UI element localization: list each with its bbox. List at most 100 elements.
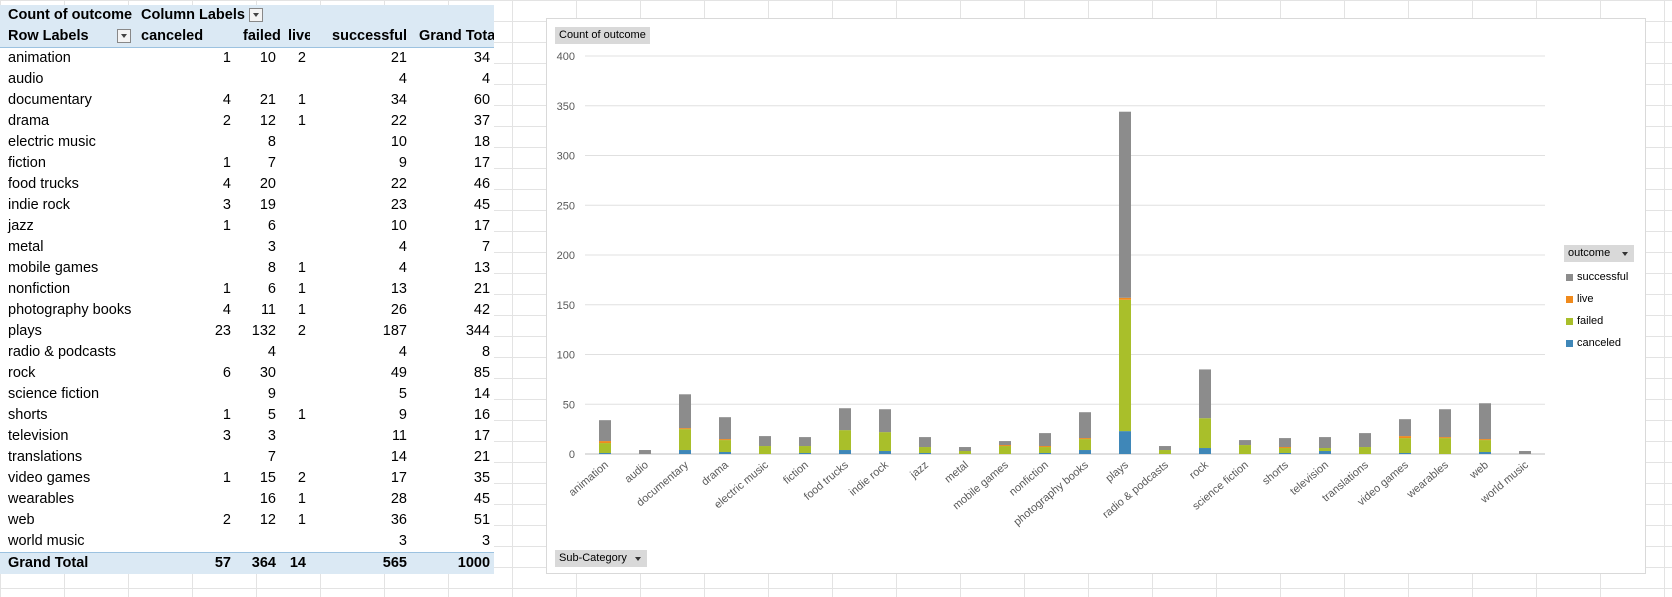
cell-canceled — [133, 447, 235, 468]
cell-grand-total: 16 — [473, 407, 491, 423]
cell-live: 1 — [297, 260, 306, 276]
pivot-row: photography books 4 11 1 26 42 — [0, 300, 494, 321]
legend-item-failed[interactable]: failed — [1564, 314, 1634, 336]
bar-segment — [639, 450, 651, 454]
legend-swatch-successful — [1566, 273, 1573, 281]
bar-segment — [1079, 438, 1091, 440]
cell-successful: 9 — [398, 407, 407, 423]
row-labels-filter[interactable]: Row Labels — [0, 26, 133, 48]
cell-live: 1 — [297, 512, 306, 528]
legend-dropdown-icon[interactable] — [1622, 252, 1628, 256]
cell-successful: 4 — [398, 239, 407, 255]
bar-segment — [1439, 409, 1451, 438]
bar-segment — [1359, 447, 1371, 454]
bar-segment — [1199, 418, 1211, 449]
cell-successful: 3 — [398, 533, 407, 549]
bar-segment — [1239, 445, 1251, 454]
total-failed: 364 — [235, 552, 280, 574]
legend-swatch-failed — [1566, 317, 1573, 325]
cell-grand-total: 344 — [465, 323, 491, 339]
bar-segment — [1079, 439, 1091, 451]
bar-segment — [879, 432, 891, 452]
cell-successful: 49 — [390, 365, 407, 381]
bar-segment — [919, 453, 931, 454]
pivot-corner-label: Count of outcome — [0, 5, 133, 26]
cell-grand-total: 3 — [481, 533, 491, 549]
y-tick-label: 350 — [557, 101, 575, 113]
col-header-successful: successful — [310, 26, 411, 48]
bar-segment — [959, 451, 971, 454]
axis-field-button[interactable]: Sub-Category — [555, 550, 647, 567]
cell-failed: 20 — [259, 176, 276, 192]
legend-item-successful[interactable]: successful — [1564, 270, 1634, 292]
row-label: electric music — [8, 134, 96, 150]
legend-filter-button[interactable]: outcome — [1564, 245, 1634, 262]
bar-segment — [1399, 438, 1411, 454]
cell-successful: 22 — [390, 113, 407, 129]
pivot-row: science fiction 9 5 14 — [0, 384, 494, 405]
pivot-header-row-2: Row Labels canceled failed live successf… — [0, 26, 495, 48]
total-live: 14 — [280, 552, 310, 574]
bar-segment — [719, 440, 731, 453]
value-field-button[interactable]: Count of outcome — [555, 27, 650, 44]
legend-item-canceled[interactable]: canceled — [1564, 336, 1634, 358]
cell-successful: 34 — [390, 92, 407, 108]
legend-label-live: live — [1577, 293, 1594, 305]
bar-segment — [1319, 437, 1331, 449]
legend-item-live[interactable]: live — [1564, 292, 1634, 314]
cell-canceled — [133, 237, 235, 258]
cell-live — [280, 447, 310, 468]
cell-grand-total: 17 — [473, 428, 491, 444]
row-label: food trucks — [8, 176, 79, 192]
cell-grand-total: 45 — [473, 491, 491, 507]
row-label: audio — [8, 71, 44, 87]
cell-live — [280, 342, 310, 363]
bar-segment — [1279, 438, 1291, 448]
bar-segment — [1039, 447, 1051, 454]
bar-segment — [1119, 297, 1131, 300]
pivot-row: video games 1 15 2 17 35 — [0, 468, 494, 489]
cell-canceled: 4 — [222, 302, 231, 318]
cell-live — [280, 69, 310, 90]
cell-failed: 21 — [259, 92, 276, 108]
column-labels-filter[interactable]: Column Labels — [133, 5, 495, 26]
bar-segment — [1159, 450, 1171, 454]
bar-segment — [959, 447, 971, 452]
pivot-row: metal 3 4 7 — [0, 237, 494, 258]
x-tick-label: fiction — [781, 459, 811, 487]
cell-failed: 16 — [259, 491, 276, 507]
total-canceled: 57 — [133, 552, 235, 574]
x-tick-label: rock — [1187, 459, 1211, 482]
x-tick-label: plays — [1104, 459, 1132, 485]
cell-live: 1 — [297, 281, 306, 297]
pivot-row: plays 23 132 2 187 344 — [0, 321, 494, 342]
cell-canceled: 1 — [222, 218, 231, 234]
pivot-row: fiction 1 7 9 17 — [0, 153, 494, 174]
cell-failed: 10 — [259, 50, 276, 66]
cell-grand-total: 46 — [473, 176, 491, 192]
cell-failed: 9 — [267, 386, 276, 402]
cell-grand-total: 7 — [481, 239, 491, 255]
row-labels-dropdown-icon[interactable] — [117, 29, 131, 43]
cell-successful: 36 — [390, 512, 407, 528]
cell-live: 2 — [297, 323, 306, 339]
cell-grand-total: 14 — [473, 386, 491, 402]
x-tick-label: jazz — [907, 459, 930, 481]
x-tick-label: animation — [567, 459, 611, 499]
bar-segment — [1359, 433, 1371, 448]
chart-area[interactable]: 0 50 100 150 200 250 300 350 400 animation audio do… — [546, 18, 1646, 574]
cell-failed: 132 — [251, 323, 276, 339]
cell-failed: 6 — [267, 218, 276, 234]
bar-segment — [679, 428, 691, 430]
bar-segment — [719, 439, 731, 441]
row-label: television — [8, 428, 69, 444]
cell-grand-total: 37 — [473, 113, 491, 129]
column-labels-dropdown-icon[interactable] — [248, 8, 263, 23]
x-tick-label: metal — [943, 459, 971, 485]
bar-segment — [1039, 453, 1051, 454]
row-label: video games — [8, 470, 91, 486]
row-label: translations — [8, 449, 83, 465]
cell-canceled: 1 — [222, 281, 231, 297]
row-label: documentary — [8, 92, 92, 108]
axis-field-dropdown-icon[interactable] — [634, 557, 641, 561]
